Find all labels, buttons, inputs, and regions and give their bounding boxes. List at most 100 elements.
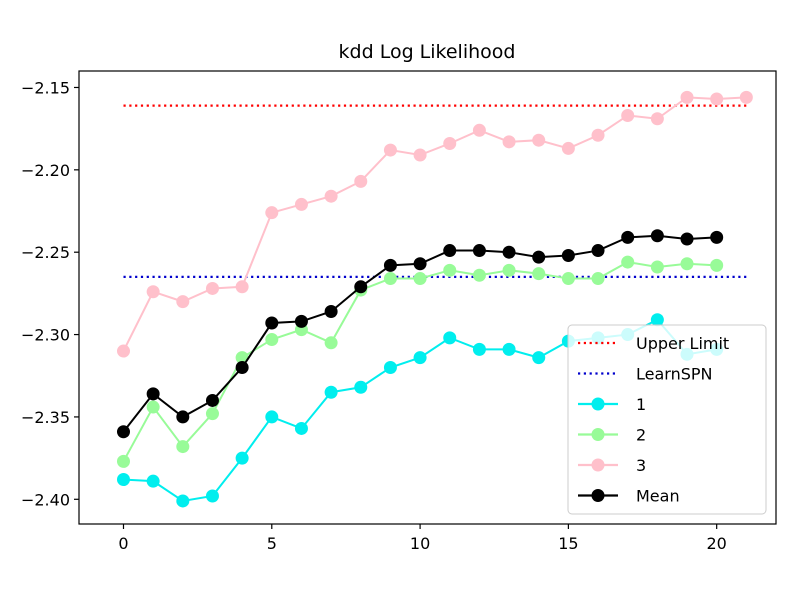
data-point: [265, 206, 279, 220]
x-tick-label: 5: [267, 534, 277, 553]
data-point: [205, 407, 219, 421]
data-point: [235, 280, 249, 294]
data-point: [710, 92, 724, 106]
data-point: [532, 250, 546, 264]
legend-label: 2: [636, 426, 646, 445]
data-point: [235, 451, 249, 465]
data-point: [443, 331, 457, 345]
y-tick-label: −2.20: [21, 161, 70, 180]
data-point: [265, 333, 279, 347]
data-point: [680, 232, 694, 246]
data-point: [413, 351, 427, 365]
data-point: [621, 230, 635, 244]
legend-swatch-marker: [591, 489, 605, 502]
legend-item: 1: [578, 395, 646, 414]
data-point: [532, 267, 546, 281]
data-point: [561, 272, 575, 286]
legend-label: 1: [636, 395, 646, 414]
data-point: [265, 410, 279, 424]
data-point: [443, 263, 457, 277]
legend-label: LearnSPN: [636, 365, 713, 384]
legend-item: 2: [578, 426, 646, 445]
legend: Upper Limit LearnSPN 1 2 3 Mean: [567, 324, 767, 515]
data-point: [621, 108, 635, 122]
data-point: [146, 387, 160, 401]
data-point: [621, 255, 635, 269]
data-point: [561, 248, 575, 262]
data-point: [176, 295, 190, 309]
data-point: [532, 133, 546, 147]
data-point: [383, 272, 397, 286]
data-point: [561, 141, 575, 155]
data-point: [116, 473, 130, 487]
legend-swatch-marker: [591, 397, 605, 411]
y-tick-label: −2.25: [21, 243, 70, 262]
data-point: [680, 257, 694, 271]
data-point: [324, 189, 338, 203]
data-point: [116, 454, 130, 468]
data-point: [472, 123, 486, 137]
data-point: [443, 244, 457, 258]
data-point: [294, 197, 308, 211]
data-point: [591, 128, 605, 142]
data-point: [650, 112, 664, 126]
data-point: [739, 90, 753, 104]
legend-item: 3: [578, 456, 646, 475]
data-point: [502, 263, 516, 277]
data-point: [146, 474, 160, 488]
data-point: [176, 494, 190, 508]
legend-item: LearnSPN: [578, 365, 713, 384]
data-point: [710, 258, 724, 272]
x-tick-label: 10: [410, 534, 430, 553]
x-tick-label: 15: [558, 534, 578, 553]
series-3: [116, 90, 753, 358]
legend-swatch-marker: [591, 458, 605, 472]
legend-label: Mean: [636, 487, 680, 506]
data-point: [205, 393, 219, 407]
data-point: [354, 174, 368, 188]
y-tick-label: −2.35: [21, 408, 70, 427]
y-tick-label: −2.30: [21, 326, 70, 345]
data-point: [265, 316, 279, 330]
legend-item: Upper Limit: [578, 334, 729, 353]
data-point: [650, 260, 664, 274]
axes-frame: [78, 70, 777, 525]
y-tick-label: −2.15: [21, 78, 70, 97]
legend-item: Mean: [578, 487, 680, 506]
data-point: [532, 351, 546, 365]
plot-area: [116, 90, 753, 508]
data-point: [324, 336, 338, 350]
data-point: [502, 135, 516, 149]
data-point: [205, 281, 219, 295]
data-point: [383, 258, 397, 272]
data-point: [472, 244, 486, 258]
data-point: [472, 342, 486, 356]
data-point: [413, 257, 427, 271]
x-tick-label: 20: [707, 534, 727, 553]
series-line: [122, 96, 747, 352]
data-point: [443, 136, 457, 150]
legend-swatch-marker: [591, 428, 605, 441]
data-point: [413, 272, 427, 286]
data-point: [591, 244, 605, 258]
data-point: [146, 400, 160, 414]
data-point: [650, 313, 664, 327]
data-point: [294, 421, 308, 435]
data-point: [680, 90, 694, 104]
data-point: [354, 380, 368, 394]
data-point: [176, 410, 190, 424]
data-point: [502, 342, 516, 356]
axes: 0 5 10 15 20 −2.40 −2.35 −2.30 −2.25 −2.20 −2.15: [21, 70, 777, 553]
x-tick-label: 0: [118, 534, 128, 553]
data-point: [116, 425, 130, 439]
y-tick-label: −2.40: [21, 490, 70, 509]
legend-label: 3: [636, 456, 646, 475]
chart-title: kdd Log Likelihood: [339, 41, 516, 63]
data-point: [383, 361, 397, 375]
series-mean: [116, 229, 724, 439]
data-point: [710, 230, 724, 244]
data-point: [205, 489, 219, 503]
legend-label: Upper Limit: [636, 334, 729, 353]
